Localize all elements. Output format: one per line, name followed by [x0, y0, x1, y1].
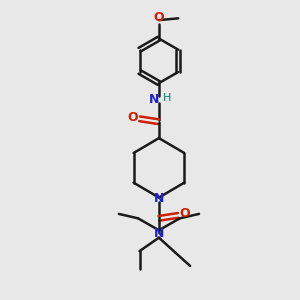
Text: H: H — [163, 93, 171, 103]
Text: N: N — [154, 192, 164, 205]
Text: N: N — [148, 93, 159, 106]
Text: O: O — [128, 111, 138, 124]
Text: O: O — [179, 207, 190, 220]
Text: O: O — [153, 11, 164, 24]
Text: N: N — [154, 227, 164, 240]
